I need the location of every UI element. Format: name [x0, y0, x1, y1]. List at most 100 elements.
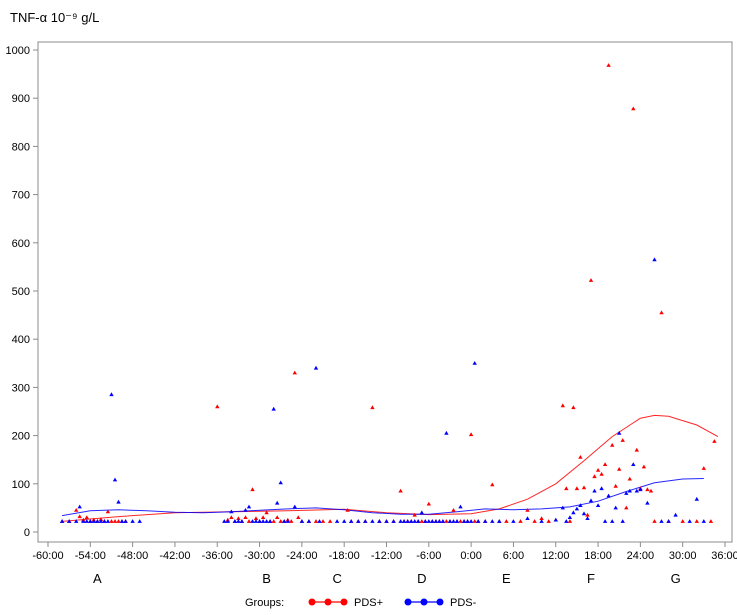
x-tick-label: -48:00	[117, 550, 148, 562]
data-point	[592, 474, 597, 479]
data-point	[334, 519, 340, 523]
data-point	[130, 519, 135, 523]
x-tick-label: -24:00	[286, 550, 317, 562]
phase-label: G	[671, 571, 681, 586]
data-point	[539, 516, 544, 520]
x-tick-label: -18:00	[329, 550, 360, 562]
data-point	[451, 519, 456, 523]
data-point	[461, 519, 467, 523]
data-point	[105, 519, 111, 523]
data-point	[275, 500, 280, 505]
data-point	[437, 519, 442, 523]
data-point	[553, 517, 558, 522]
legend-title: Groups:	[245, 597, 284, 609]
data-point	[659, 519, 664, 523]
data-point	[645, 487, 650, 492]
data-point	[546, 519, 551, 523]
data-point	[525, 516, 530, 520]
data-point	[490, 519, 495, 523]
legend-marker	[324, 598, 332, 606]
data-point	[285, 519, 290, 523]
data-point	[518, 519, 523, 523]
data-point	[225, 519, 230, 523]
data-point	[423, 519, 428, 523]
data-point	[451, 508, 456, 512]
data-point	[578, 455, 583, 459]
y-tick-label: 0	[24, 527, 30, 539]
data-point	[229, 515, 234, 519]
x-tick-label: -54:00	[75, 550, 106, 562]
y-tick-label: 700	[12, 190, 30, 202]
data-point	[539, 519, 544, 523]
data-point	[701, 519, 706, 523]
data-point	[634, 488, 639, 493]
data-points	[59, 63, 717, 523]
data-point	[602, 462, 608, 466]
data-point	[666, 519, 671, 523]
data-point	[109, 519, 114, 523]
data-point	[433, 519, 439, 523]
data-point	[384, 519, 389, 523]
data-point	[84, 515, 89, 519]
y-tick-label: 200	[12, 431, 30, 443]
data-point	[246, 504, 252, 509]
data-point	[712, 439, 717, 443]
data-point	[398, 488, 403, 493]
data-point	[419, 519, 424, 523]
data-point	[620, 519, 625, 523]
y-axis: 0 100 200 300 400 500 600 700 800 900 1000	[6, 45, 38, 539]
x-tick-label: -42:00	[159, 550, 190, 562]
data-point	[564, 486, 569, 491]
data-point	[564, 519, 569, 523]
x-tick-label: -30:00	[244, 550, 275, 562]
y-tick-label: 800	[12, 141, 30, 153]
data-point	[292, 370, 297, 375]
data-point	[419, 510, 424, 515]
data-point	[595, 468, 601, 472]
data-point	[412, 512, 417, 517]
data-point	[306, 519, 312, 523]
legend-label: PDS-	[450, 597, 477, 609]
data-point	[490, 482, 495, 487]
data-point	[112, 477, 118, 482]
data-point	[275, 515, 280, 519]
x-tick-label: 24:00	[627, 550, 655, 562]
data-point	[602, 519, 608, 523]
data-point	[610, 519, 615, 523]
data-point	[222, 519, 227, 523]
data-point	[356, 519, 361, 523]
plot-area	[37, 41, 733, 543]
data-point	[571, 510, 576, 515]
data-point	[444, 430, 449, 435]
data-point	[236, 516, 241, 520]
data-point	[264, 519, 269, 523]
y-tick-label: 100	[12, 479, 30, 491]
data-point	[243, 508, 248, 512]
data-point	[88, 519, 93, 523]
data-point	[476, 519, 481, 523]
data-point	[257, 519, 262, 523]
data-point	[585, 512, 590, 517]
data-point	[652, 257, 657, 262]
data-point	[243, 515, 248, 519]
data-point	[627, 488, 632, 493]
data-point	[95, 519, 100, 523]
trend-line	[62, 478, 704, 517]
phase-label: F	[587, 571, 595, 586]
data-point	[264, 510, 269, 515]
data-point	[271, 519, 276, 523]
legend-marker	[436, 598, 444, 606]
data-point	[708, 519, 714, 523]
data-point	[610, 442, 615, 447]
data-point	[641, 464, 647, 469]
data-point	[595, 503, 601, 507]
data-point	[246, 519, 252, 523]
data-point	[342, 519, 347, 523]
data-point	[440, 519, 446, 523]
data-point	[84, 519, 89, 523]
data-point	[278, 480, 283, 485]
phase-label: D	[417, 571, 426, 586]
data-point	[345, 508, 350, 512]
x-tick-label: -12:00	[371, 550, 402, 562]
data-point	[465, 519, 470, 523]
